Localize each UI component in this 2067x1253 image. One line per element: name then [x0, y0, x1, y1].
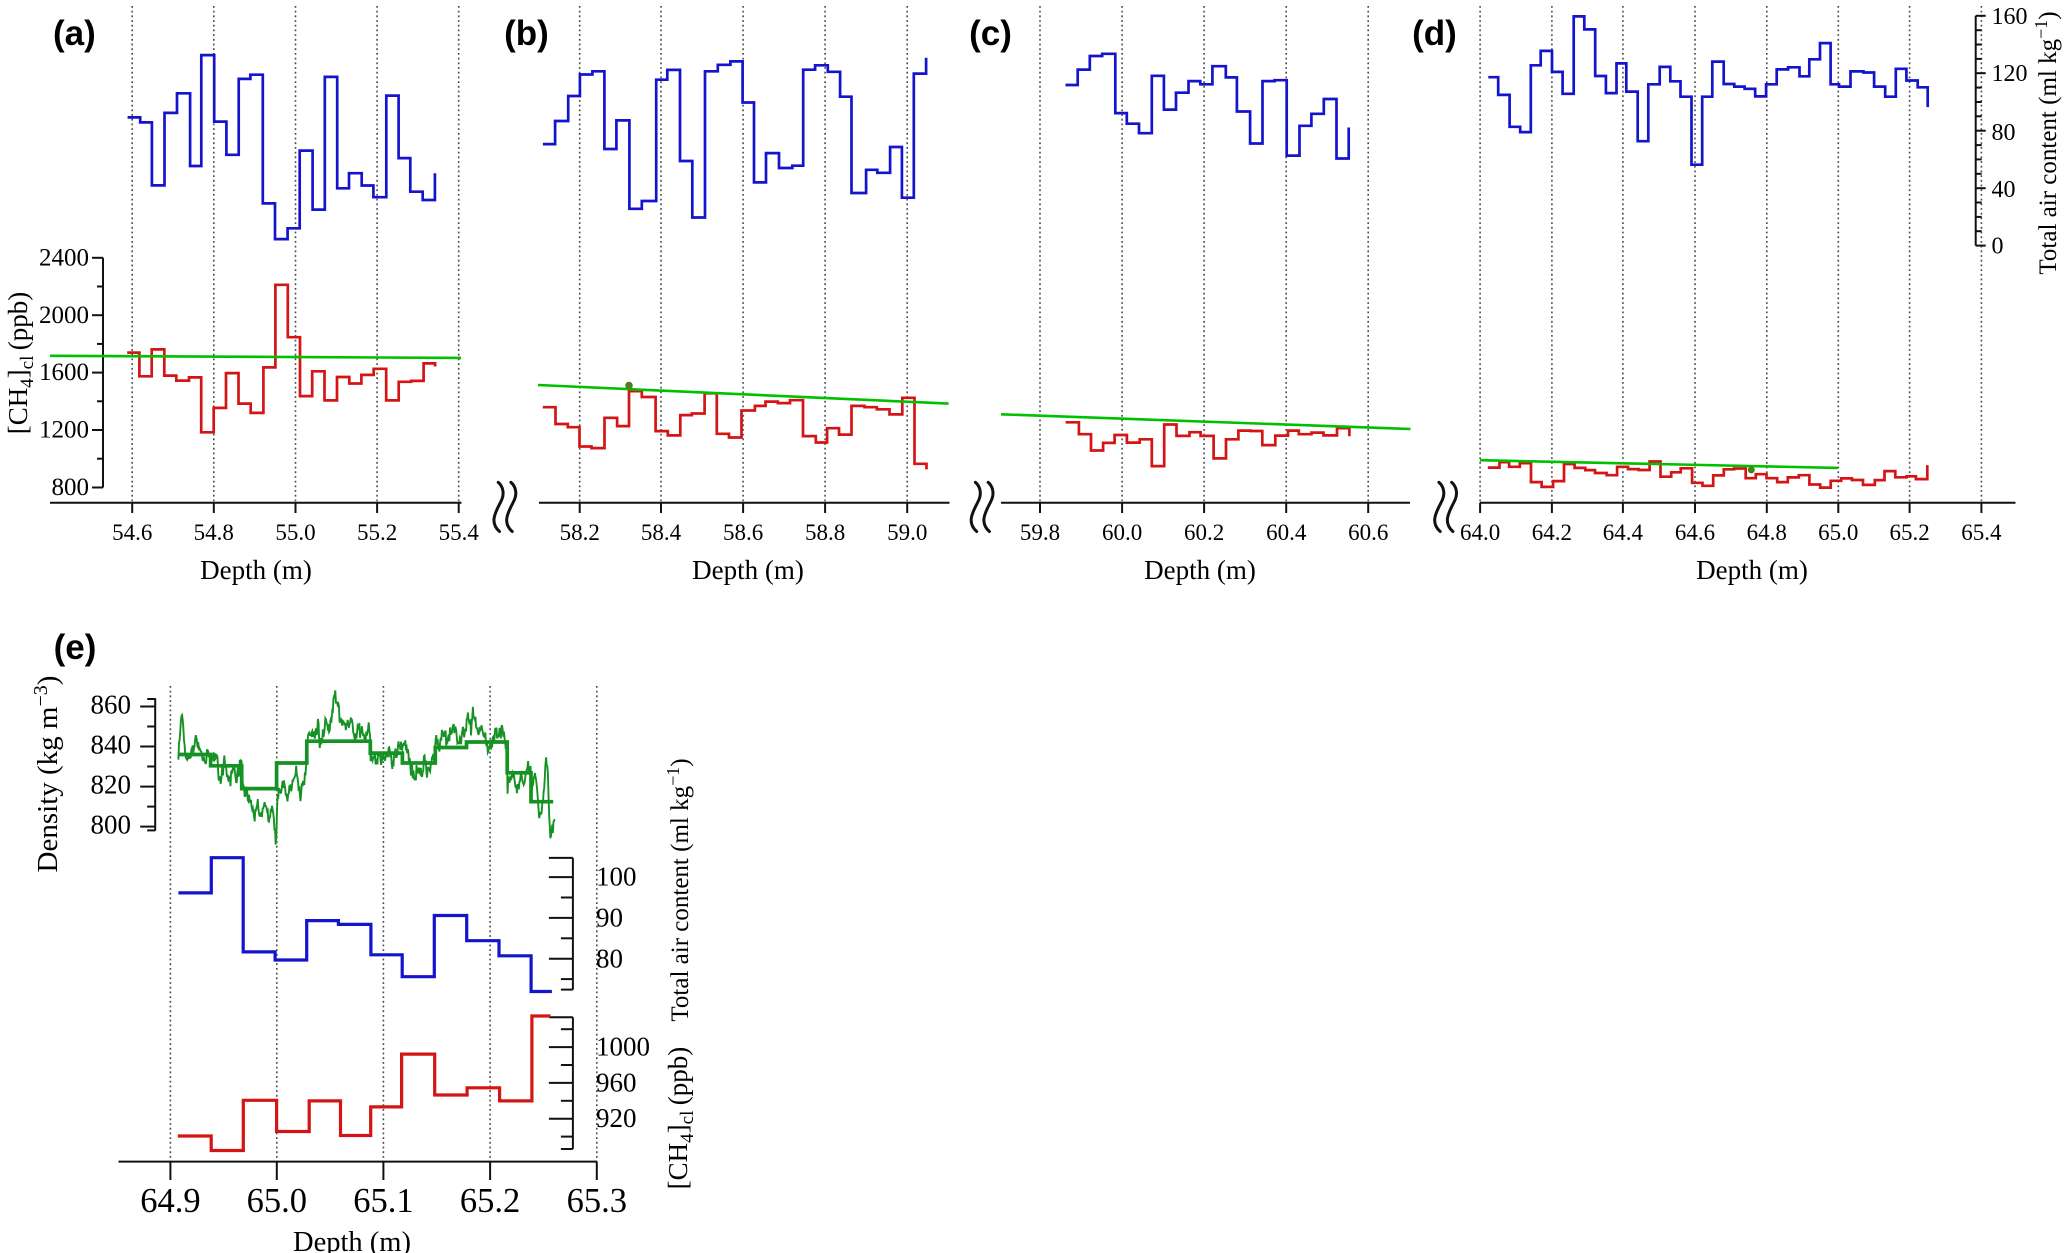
- svg-text:64.6: 64.6: [1675, 520, 1715, 545]
- svg-text:64.9: 64.9: [140, 1182, 200, 1220]
- svg-text:58.8: 58.8: [805, 520, 845, 545]
- svg-text:920: 920: [596, 1103, 637, 1133]
- svg-text:55.2: 55.2: [357, 520, 397, 545]
- svg-text:55.0: 55.0: [275, 520, 315, 545]
- svg-text:(e): (e): [54, 628, 97, 667]
- svg-text:65.4: 65.4: [1961, 520, 2002, 545]
- svg-text:Depth (m): Depth (m): [1144, 555, 1256, 585]
- svg-text:1000: 1000: [596, 1032, 650, 1062]
- svg-text:65.1: 65.1: [353, 1182, 413, 1220]
- svg-text:(d): (d): [1412, 14, 1457, 53]
- svg-text:(a): (a): [53, 14, 96, 53]
- svg-text:58.2: 58.2: [560, 520, 600, 545]
- svg-text:65.3: 65.3: [567, 1182, 627, 1220]
- svg-text:58.4: 58.4: [641, 520, 682, 545]
- svg-text:(b): (b): [504, 14, 549, 53]
- svg-text:960: 960: [596, 1067, 637, 1097]
- svg-text:65.0: 65.0: [247, 1182, 307, 1220]
- svg-text:820: 820: [91, 770, 132, 800]
- svg-text:860: 860: [91, 690, 132, 720]
- svg-text:59.0: 59.0: [887, 520, 927, 545]
- svg-text:59.8: 59.8: [1020, 520, 1060, 545]
- svg-text:64.8: 64.8: [1747, 520, 1787, 545]
- svg-text:Density (kg m−3): Density (kg m−3): [30, 676, 64, 873]
- svg-text:54.6: 54.6: [112, 520, 152, 545]
- svg-text:840: 840: [91, 730, 132, 760]
- svg-text:65.0: 65.0: [1818, 520, 1858, 545]
- svg-text:55.4: 55.4: [439, 520, 480, 545]
- svg-text:58.6: 58.6: [723, 520, 763, 545]
- svg-text:54.8: 54.8: [194, 520, 234, 545]
- svg-text:Depth (m): Depth (m): [692, 555, 804, 585]
- svg-text:90: 90: [596, 902, 623, 932]
- svg-text:60.6: 60.6: [1348, 520, 1388, 545]
- svg-text:120: 120: [1992, 61, 2028, 87]
- svg-text:0: 0: [1992, 234, 2004, 260]
- svg-text:40: 40: [1992, 177, 2016, 203]
- svg-text:Depth (m): Depth (m): [293, 1227, 411, 1253]
- svg-text:Total air content (ml kg−1): Total air content (ml kg−1): [2031, 11, 2062, 274]
- svg-text:2000: 2000: [39, 302, 89, 329]
- svg-text:1600: 1600: [39, 359, 89, 386]
- svg-text:Depth (m): Depth (m): [1696, 555, 1808, 585]
- svg-text:64.0: 64.0: [1460, 520, 1500, 545]
- svg-text:100: 100: [596, 862, 637, 892]
- svg-text:800: 800: [52, 474, 90, 501]
- svg-text:60.4: 60.4: [1266, 520, 1307, 545]
- svg-text:Depth (m): Depth (m): [200, 555, 312, 585]
- svg-text:(c): (c): [969, 14, 1012, 53]
- svg-text:65.2: 65.2: [1889, 520, 1929, 545]
- svg-text:2400: 2400: [39, 244, 89, 271]
- svg-text:60.0: 60.0: [1102, 520, 1142, 545]
- svg-text:65.2: 65.2: [460, 1182, 520, 1220]
- svg-text:Total air content (ml kg−1): Total air content (ml kg−1): [663, 758, 694, 1021]
- svg-text:80: 80: [1992, 120, 2016, 146]
- svg-text:64.4: 64.4: [1603, 520, 1644, 545]
- svg-text:60.2: 60.2: [1184, 520, 1224, 545]
- svg-text:800: 800: [91, 810, 132, 840]
- svg-text:160: 160: [1992, 4, 2028, 30]
- svg-text:1200: 1200: [39, 417, 89, 444]
- svg-text:80: 80: [596, 943, 623, 973]
- svg-text:64.2: 64.2: [1532, 520, 1572, 545]
